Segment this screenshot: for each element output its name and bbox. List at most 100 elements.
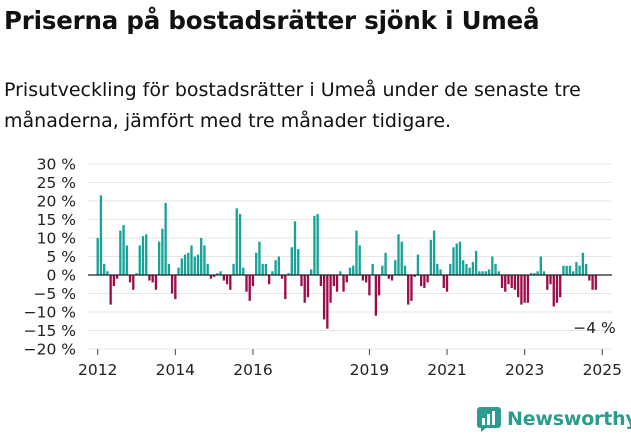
bar [445, 275, 449, 292]
bar [177, 267, 180, 275]
bar [568, 265, 572, 275]
bar [361, 275, 365, 281]
bar [310, 269, 313, 275]
bar [413, 275, 416, 277]
bar [235, 208, 238, 275]
y-tick-label: 15 % [37, 211, 76, 229]
bar [529, 273, 533, 275]
bar [581, 252, 585, 275]
bar [348, 267, 352, 275]
bar [138, 245, 141, 275]
bar [267, 275, 271, 285]
bar [196, 254, 200, 275]
bar [300, 275, 303, 287]
bar [229, 275, 232, 290]
bar [555, 275, 559, 303]
bar [112, 275, 116, 287]
bar [157, 241, 161, 275]
x-tick-label: 2012 [78, 361, 117, 379]
bar [232, 263, 235, 275]
bar [99, 195, 103, 275]
bar [119, 230, 122, 275]
y-tick-label: −10 % [24, 304, 76, 322]
bar [458, 241, 462, 275]
x-tick-label: 2016 [233, 361, 272, 379]
x-tick-label: 2019 [350, 361, 389, 379]
bar [588, 275, 591, 281]
x-tick-label: 2021 [427, 361, 466, 379]
y-tick-label: 20 % [37, 193, 76, 211]
x-tick-label: 2023 [505, 361, 544, 379]
y-tick-label: 5 % [46, 248, 76, 266]
bar [484, 271, 487, 275]
bar [190, 245, 193, 275]
bar [115, 275, 119, 279]
bar [164, 202, 167, 275]
newsworthy-brand[interactable]: Newsworthy [476, 406, 631, 432]
bar [313, 215, 316, 275]
bar [200, 238, 203, 275]
bar [96, 238, 99, 275]
bar [491, 256, 494, 275]
bar [439, 269, 442, 275]
bar [533, 273, 536, 275]
bar [387, 275, 390, 279]
bar [384, 252, 387, 275]
bar [504, 275, 507, 292]
bar [403, 265, 407, 275]
bar [494, 263, 497, 275]
bar [212, 275, 216, 277]
bar [468, 267, 471, 275]
y-axis-labels: 30 %25 %20 %15 %10 %5 %0 %−5 %−10 %−15 %… [24, 156, 76, 359]
bar [410, 275, 413, 301]
bar [517, 275, 520, 298]
bar [306, 275, 310, 298]
bar [368, 275, 371, 296]
bar [419, 275, 423, 287]
bar [507, 275, 510, 285]
newsworthy-logo-icon [477, 407, 501, 432]
bar [478, 271, 481, 275]
bar [277, 256, 280, 275]
bar [462, 260, 465, 275]
bar [394, 260, 397, 275]
y-tick-label: 10 % [37, 230, 76, 248]
bar [248, 275, 251, 301]
bar [591, 275, 594, 290]
bar [536, 271, 539, 275]
bar [271, 271, 274, 275]
bar [559, 275, 562, 298]
bar [426, 275, 429, 283]
x-tick-label: 2014 [156, 361, 195, 379]
bar [416, 254, 420, 275]
bar [452, 247, 455, 275]
bar [242, 267, 245, 275]
bar [455, 243, 458, 275]
bar [238, 213, 242, 275]
bar [562, 265, 565, 275]
bar [128, 275, 132, 283]
bar [578, 265, 581, 275]
bar [170, 275, 174, 294]
bar [209, 275, 213, 279]
bar [549, 275, 552, 285]
bars [96, 195, 597, 329]
bar [216, 273, 219, 275]
bar [474, 250, 478, 275]
bar [264, 263, 268, 275]
chart-subtitle: Prisutveckling för bostadsrätter i Umeå … [4, 79, 581, 132]
bar [161, 228, 164, 275]
bar [303, 275, 306, 303]
bar [297, 249, 300, 275]
bar [193, 256, 196, 275]
bar [520, 275, 523, 305]
bar [355, 230, 358, 275]
bar [154, 275, 158, 290]
bar [513, 275, 517, 290]
bar [206, 263, 209, 275]
bar [575, 262, 578, 275]
bar [135, 273, 138, 275]
y-tick-label: −15 % [24, 322, 76, 340]
y-tick-label: 30 % [37, 156, 76, 174]
bar [106, 271, 109, 275]
